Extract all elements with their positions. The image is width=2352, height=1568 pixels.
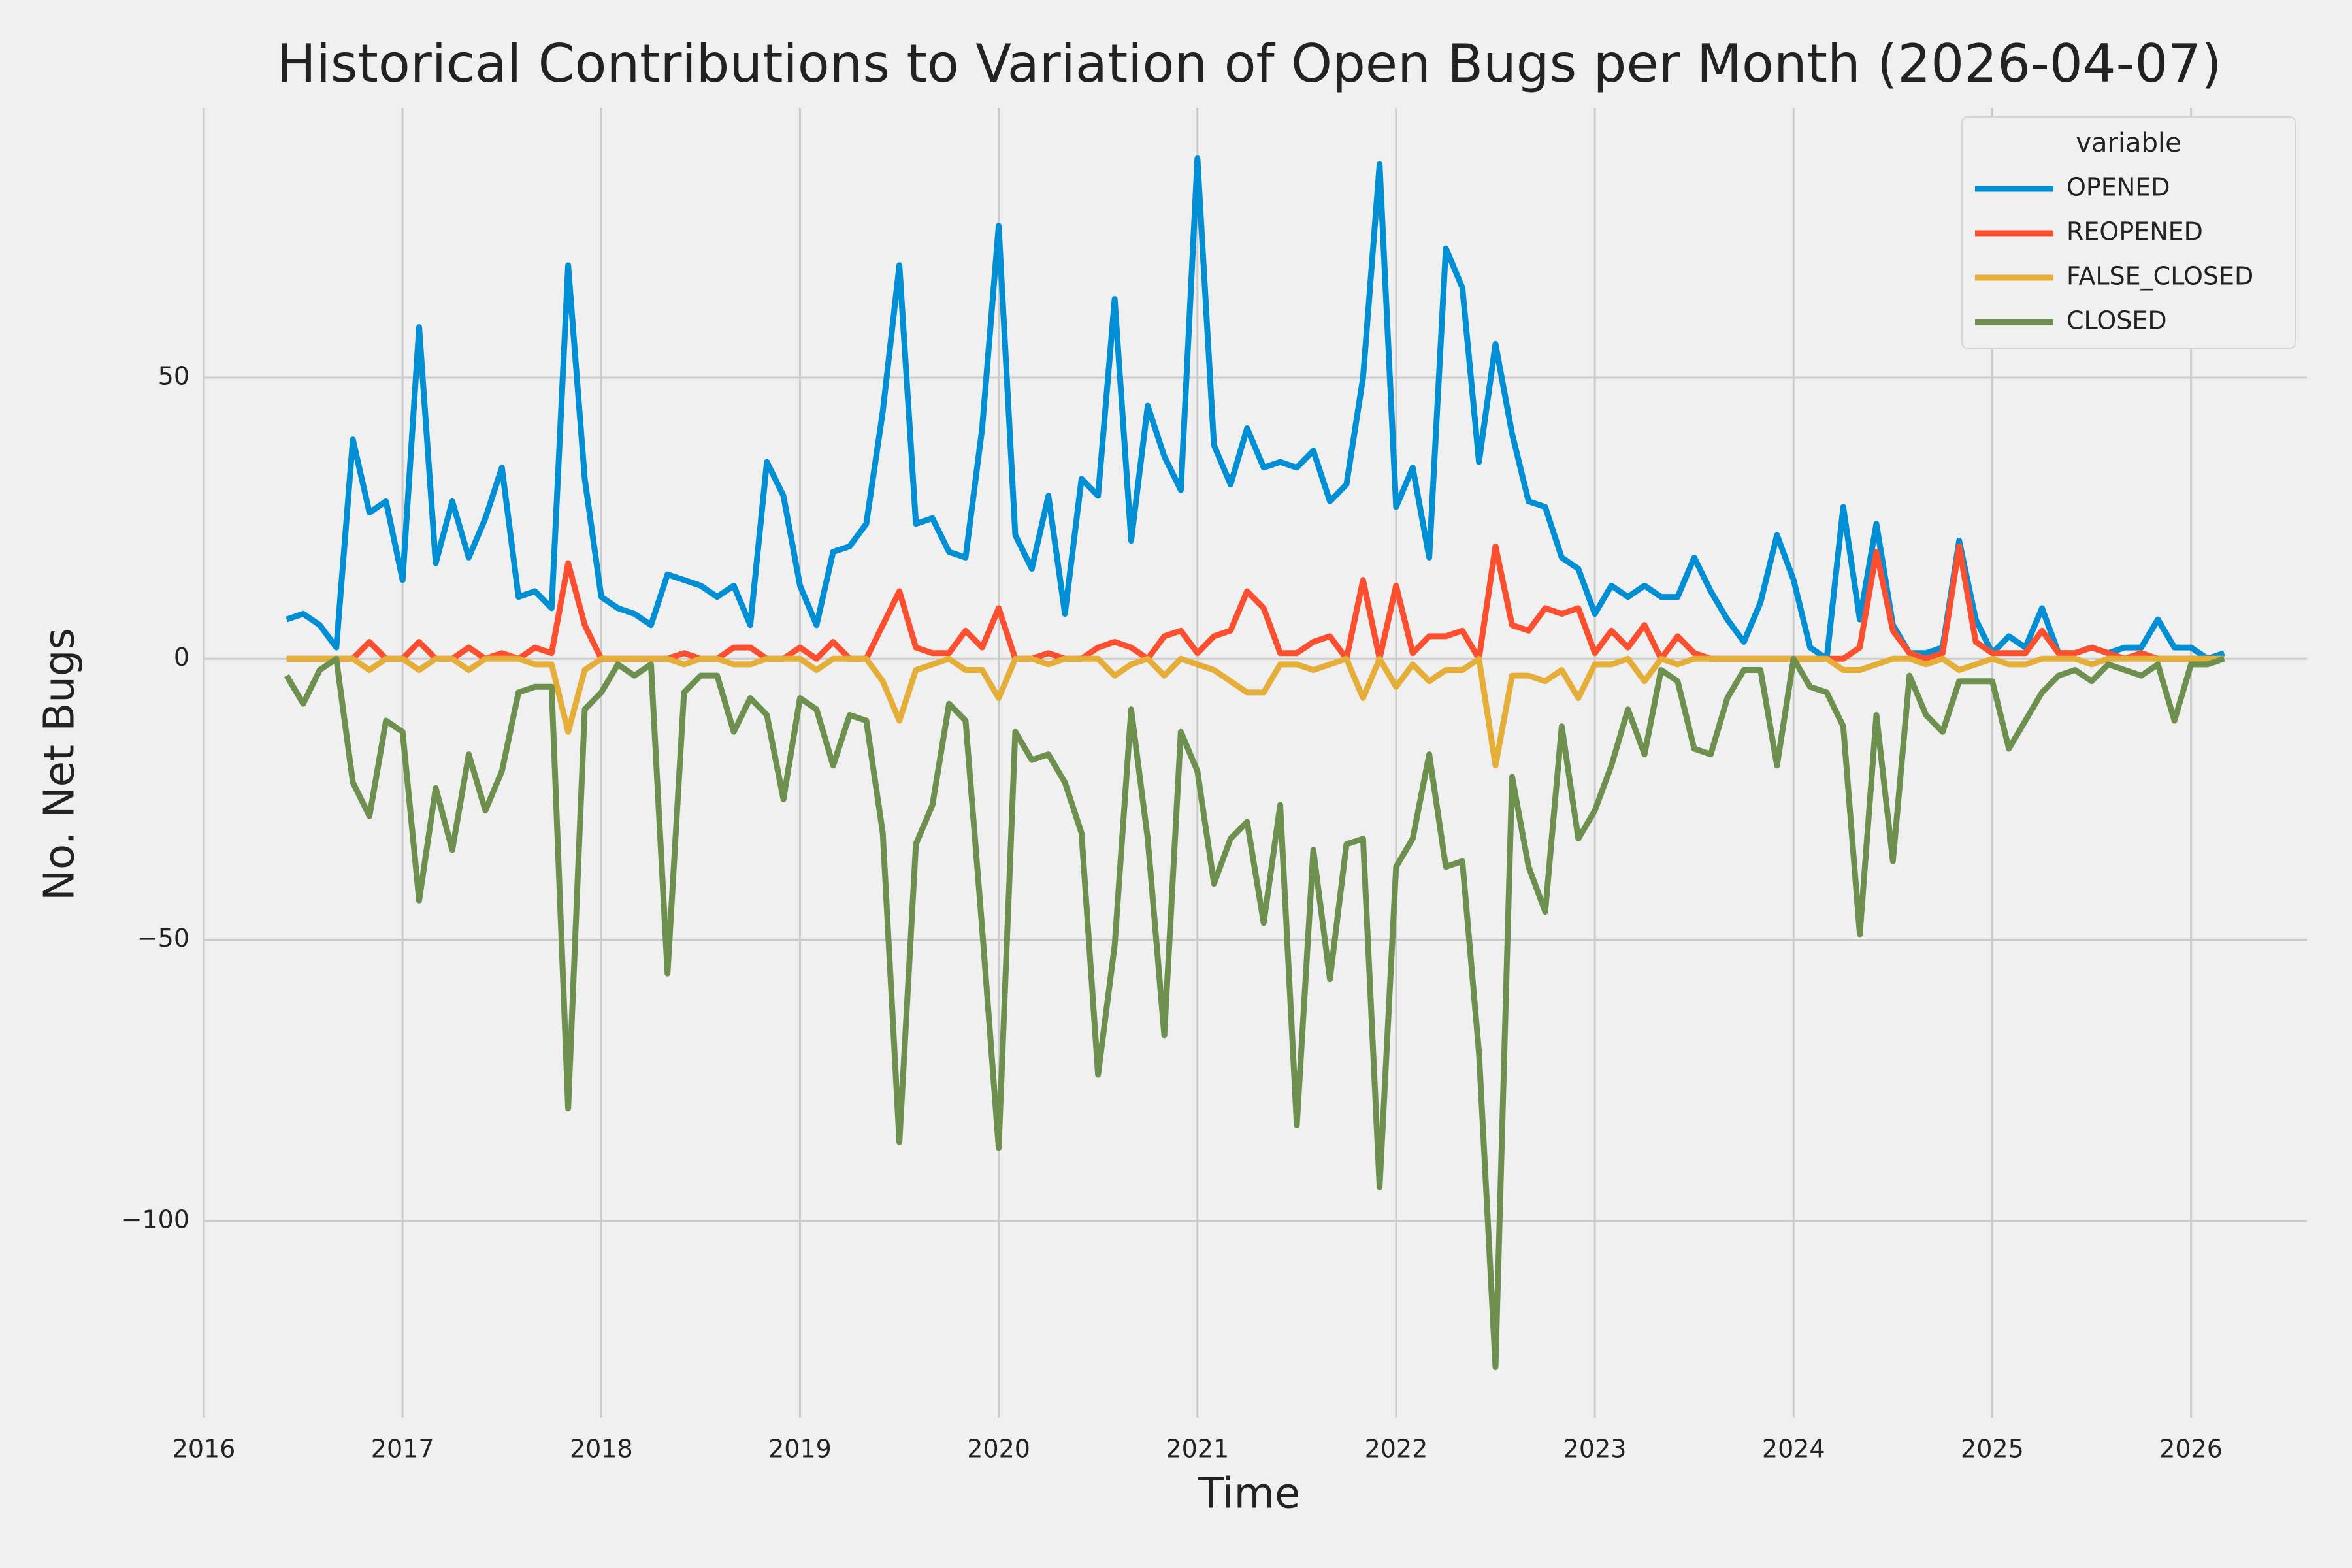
legend-label: FALSE_CLOSED	[2066, 262, 2253, 291]
x-tick-label: 2025	[1961, 1435, 2024, 1463]
chart-title: Historical Contributions to Variation of…	[276, 33, 2221, 94]
legend: variable OPENED REOPENED FALSE_CLOSED CLOSED	[1961, 116, 2296, 349]
x-tick-label: 2020	[967, 1435, 1030, 1463]
x-tick-label: 2016	[172, 1435, 236, 1463]
x-axis-label: Time	[1198, 1470, 1301, 1518]
x-tick-label: 2018	[570, 1435, 633, 1463]
x-tick-label: 2023	[1563, 1435, 1627, 1463]
y-axis-label: No. Net Bugs	[36, 628, 84, 901]
legend-label: OPENED	[2066, 173, 2170, 202]
series-line	[286, 655, 2225, 769]
y-tick-label: −50	[137, 924, 189, 953]
y-tick-label: −100	[122, 1205, 189, 1233]
series-line	[284, 655, 2225, 1371]
x-tick-label: 2026	[2159, 1435, 2223, 1463]
x-tick-label: 2019	[768, 1435, 832, 1463]
y-tick-label: 50	[158, 362, 189, 391]
x-tick-label: 2021	[1166, 1435, 1229, 1463]
x-tick-label: 2017	[371, 1435, 434, 1463]
x-tick-label: 2024	[1762, 1435, 1825, 1463]
legend-label: CLOSED	[2066, 306, 2167, 335]
legend-title: variable	[2076, 128, 2181, 158]
legend-label: REOPENED	[2066, 218, 2203, 246]
legend-box	[1961, 116, 2296, 349]
x-tick-label: 2022	[1365, 1435, 1428, 1463]
y-tick-label: 0	[174, 643, 189, 672]
